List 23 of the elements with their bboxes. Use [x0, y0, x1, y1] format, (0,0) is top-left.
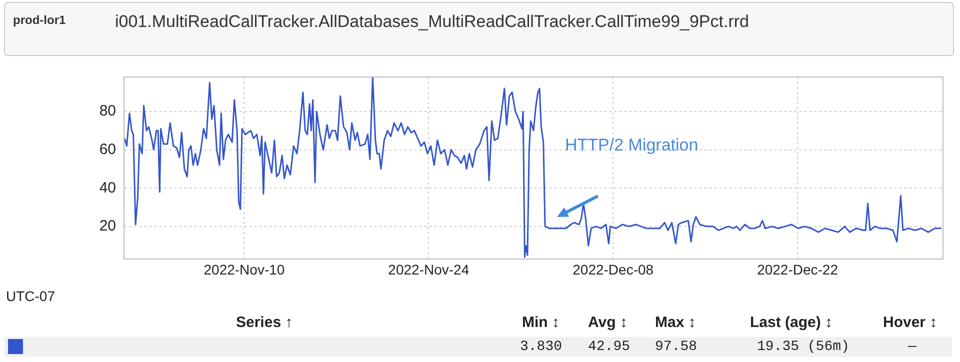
text: Series ↑ [236, 314, 293, 331]
text: Max ↕ [655, 314, 696, 331]
chart-title: i001.MultiReadCallTracker.AllDatabases_MultiReadCallTracker.CallTime99_9Pct.rrd [115, 11, 750, 33]
x-tick-label: 2022-Nov-24 [388, 261, 470, 278]
text: 3.830 [520, 339, 562, 355]
text: UTC-07 [6, 288, 56, 304]
text: Last (age) ↕ [750, 314, 833, 331]
text: — [908, 339, 916, 355]
text: Hover ↕ [883, 314, 938, 331]
text: 42.95 [588, 339, 630, 355]
text: 19.35 (56m) [757, 339, 850, 355]
x-tick-label: 2022-Dec-22 [757, 261, 838, 278]
y-tick-label: 40 [99, 179, 116, 196]
y-tick-label: 20 [99, 218, 116, 235]
chart-subtitle: prod-lor1 [13, 13, 66, 27]
annotation: HTTP/2 Migration [565, 136, 698, 155]
y-tick-label: 80 [99, 102, 116, 120]
text: Avg ↕ [588, 314, 628, 331]
y-tick-label: 60 [99, 140, 116, 158]
text: 97.58 [655, 339, 698, 355]
text: Min ↕ [522, 314, 560, 331]
x-tick-label: 2022-Dec-08 [572, 261, 654, 278]
x-tick-label: 2022-Nov-10 [204, 261, 285, 278]
